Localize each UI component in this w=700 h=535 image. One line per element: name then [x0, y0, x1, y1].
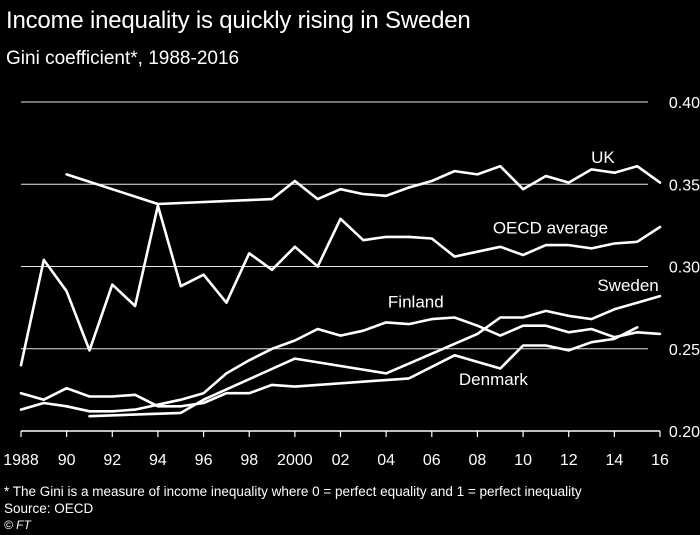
- x-tick-label: 14: [605, 452, 623, 469]
- x-tick-label: 02: [332, 452, 350, 469]
- x-tick-label: 06: [423, 452, 441, 469]
- x-tick-label: 12: [560, 452, 578, 469]
- chart-subtitle: Gini coefficient*, 1988-2016: [6, 48, 240, 69]
- x-tick-label: 04: [377, 452, 395, 469]
- series-label-denmark: Denmark: [459, 370, 528, 389]
- y-tick-label: 0.35: [669, 177, 700, 194]
- x-tick-label: 90: [58, 452, 76, 469]
- series-label-finland: Finland: [388, 293, 444, 312]
- series-label-sweden: Sweden: [597, 276, 658, 295]
- x-tick-label: 16: [651, 452, 669, 469]
- chart-title: Income inequality is quickly rising in S…: [6, 7, 471, 34]
- x-tick-label: 1988: [3, 452, 39, 469]
- x-tick-label: 96: [195, 452, 213, 469]
- source-note: Source: OECD: [4, 501, 94, 516]
- series-line-denmark: [19, 326, 639, 408]
- x-tick-label: 92: [103, 452, 121, 469]
- ft-credit: © FT: [4, 518, 31, 532]
- series-label-oecd-average: OECD average: [493, 219, 608, 238]
- y-tick-label: 0.20: [669, 424, 700, 441]
- series-line-oecd-average: [19, 204, 662, 367]
- y-tick-label: 0.40: [669, 95, 700, 112]
- x-tick-label: 94: [149, 452, 167, 469]
- x-tick-label: 08: [469, 452, 487, 469]
- series-line-finland: [19, 316, 662, 413]
- x-tick-label: 98: [240, 452, 258, 469]
- x-tick-label: 10: [514, 452, 532, 469]
- footnote: * The Gini is a measure of income inequa…: [4, 484, 582, 499]
- series-line-uk: [65, 164, 662, 206]
- y-tick-label: 0.25: [669, 342, 700, 359]
- series-line-sweden: [88, 294, 662, 418]
- y-tick-label: 0.30: [669, 260, 700, 277]
- x-tick-label: 2000: [277, 452, 313, 469]
- series-label-uk: UK: [591, 148, 615, 167]
